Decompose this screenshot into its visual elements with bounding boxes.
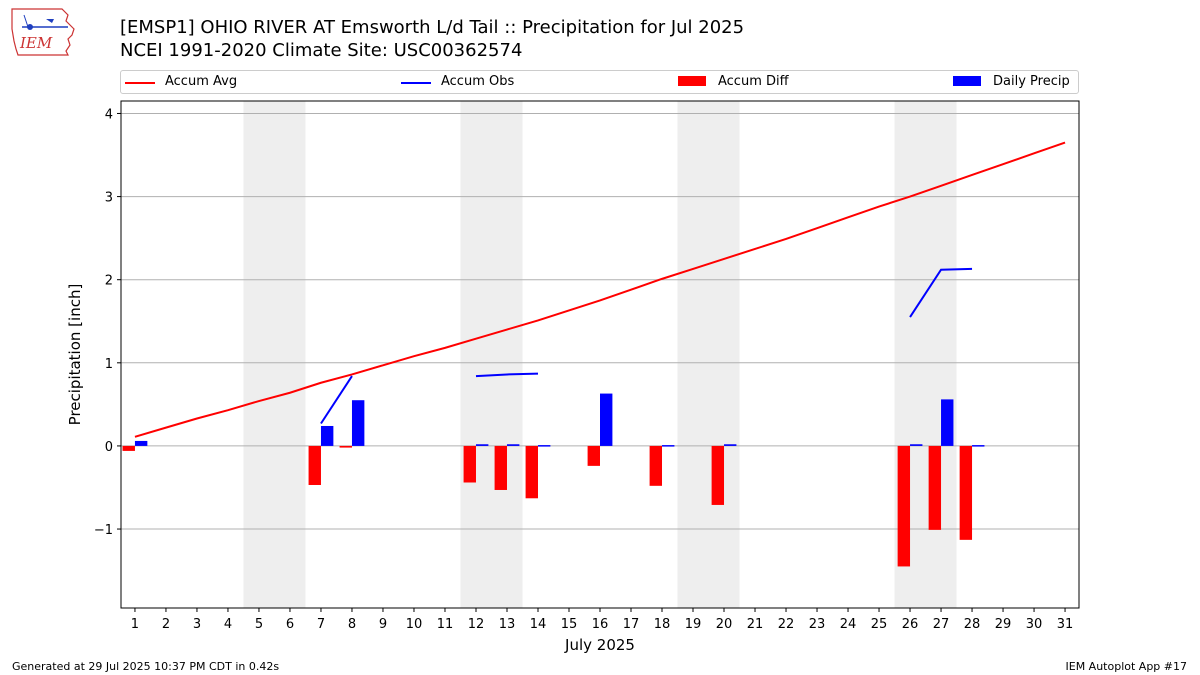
daily-precip-bar <box>941 399 954 446</box>
x-tick-label: 26 <box>902 617 919 632</box>
y-axis-label: Precipitation [inch] <box>66 284 84 426</box>
x-tick-label: 18 <box>654 617 671 632</box>
y-tick-label: −1 <box>94 523 113 538</box>
x-tick-label: 4 <box>224 617 232 632</box>
daily-precip-bar <box>662 445 675 447</box>
x-tick-label: 8 <box>348 617 356 632</box>
daily-precip-bar <box>537 445 551 447</box>
logo-text: IEM <box>19 34 53 52</box>
precipitation-chart: 1 2 3 4 5 6 7 8 9 10 11 12 13 14 15 16 17 18 19 20 21 22 23 24 2… <box>66 100 1080 654</box>
accum-diff-bar <box>711 445 725 505</box>
x-tick-label: 16 <box>592 617 609 632</box>
bar-marks <box>122 393 985 567</box>
x-tick-label: 23 <box>809 617 826 632</box>
legend-label-daily-precip: Daily Precip <box>993 74 1070 89</box>
y-tick-label: 1 <box>105 357 113 372</box>
legend-swatch-daily-precip <box>953 76 981 86</box>
x-tick-label: 10 <box>406 617 423 632</box>
chart-title: [EMSP1] OHIO RIVER AT Emsworth L/d Tail … <box>120 17 745 38</box>
x-tick-label: 1 <box>131 617 139 632</box>
x-tick-label: 20 <box>716 617 733 632</box>
accum-diff-bar <box>959 445 973 540</box>
y-tick-label: 3 <box>105 191 113 206</box>
iowa-outline-shape <box>11 8 75 56</box>
line-marks <box>134 141 1066 438</box>
x-ticks: 1 2 3 4 5 6 7 8 9 10 11 12 13 14 15 16 17 18 19 20 21 22 23 24 2… <box>131 608 1074 632</box>
daily-precip-bar <box>724 444 737 446</box>
accum-avg-line <box>134 141 1066 438</box>
x-tick-label: 7 <box>317 617 325 632</box>
accum-diff-bar <box>897 445 911 567</box>
x-tick-label: 19 <box>685 617 702 632</box>
accum-obs-line <box>909 267 973 318</box>
accum-diff-bar <box>122 445 135 451</box>
legend-swatch-accum-avg <box>125 82 155 84</box>
accum-diff-bar <box>587 445 600 466</box>
y-ticks: −1 0 1 2 3 4 <box>94 107 121 538</box>
x-tick-label: 24 <box>840 617 857 632</box>
x-tick-label: 6 <box>286 617 294 632</box>
x-tick-label: 27 <box>933 617 950 632</box>
legend-swatch-accum-diff <box>678 76 706 86</box>
y-tick-label: 4 <box>105 107 113 122</box>
app-credit: IEM Autoplot App #17 <box>1065 660 1188 673</box>
legend-label-accum-avg: Accum Avg <box>165 74 238 89</box>
x-tick-label: 28 <box>964 617 981 632</box>
daily-precip-bar <box>134 440 148 446</box>
legend-swatch-accum-obs <box>401 82 431 84</box>
x-tick-label: 9 <box>379 617 387 632</box>
x-tick-label: 13 <box>499 617 516 632</box>
x-tick-label: 17 <box>623 617 640 632</box>
x-tick-label: 5 <box>255 617 263 632</box>
legend-label-accum-obs: Accum Obs <box>441 74 515 89</box>
x-tick-label: 31 <box>1057 617 1074 632</box>
legend-label-accum-diff: Accum Diff <box>718 74 789 89</box>
x-tick-label: 14 <box>530 617 547 632</box>
chart-subtitle: NCEI 1991-2020 Climate Site: USC00362574 <box>120 40 523 61</box>
weekend-band <box>243 101 306 608</box>
x-tick-label: 12 <box>468 617 485 632</box>
accum-obs-line <box>320 375 353 425</box>
accum-diff-bar <box>339 445 352 448</box>
accum-diff-bar <box>463 445 476 483</box>
daily-precip-bar <box>972 445 985 447</box>
daily-precip-bar <box>910 444 923 446</box>
iem-logo: IEM <box>11 8 75 56</box>
x-tick-label: 15 <box>561 617 578 632</box>
daily-precip-bar <box>475 444 489 446</box>
daily-precip-bar <box>506 444 520 446</box>
x-tick-label: 30 <box>1026 617 1043 632</box>
y-tick-label: 2 <box>105 274 113 289</box>
x-tick-label: 29 <box>995 617 1012 632</box>
accum-diff-bar <box>308 445 321 485</box>
x-tick-label: 3 <box>193 617 201 632</box>
x-axis-label: July 2025 <box>564 636 635 654</box>
weekend-band <box>460 101 523 608</box>
daily-precip-bar <box>351 400 365 446</box>
x-tick-label: 25 <box>871 617 888 632</box>
weekend-band <box>677 101 740 608</box>
accum-diff-bar <box>494 445 507 490</box>
x-tick-label: 2 <box>162 617 170 632</box>
x-tick-label: 21 <box>747 617 764 632</box>
daily-precip-bar <box>320 425 334 446</box>
generated-timestamp: Generated at 29 Jul 2025 10:37 PM CDT in… <box>12 660 280 673</box>
daily-precip-bar <box>600 393 613 446</box>
accum-obs-line <box>475 372 539 378</box>
x-tick-label: 22 <box>778 617 795 632</box>
chart-legend: Accum Avg Accum Obs Accum Diff Daily Pre… <box>120 70 1079 94</box>
weekend-bands <box>243 101 957 608</box>
accum-diff-bar <box>649 445 663 486</box>
x-tick-label: 11 <box>437 617 454 632</box>
y-tick-label: 0 <box>105 440 113 455</box>
accum-diff-bar <box>928 445 942 530</box>
accum-diff-bar <box>525 445 538 499</box>
